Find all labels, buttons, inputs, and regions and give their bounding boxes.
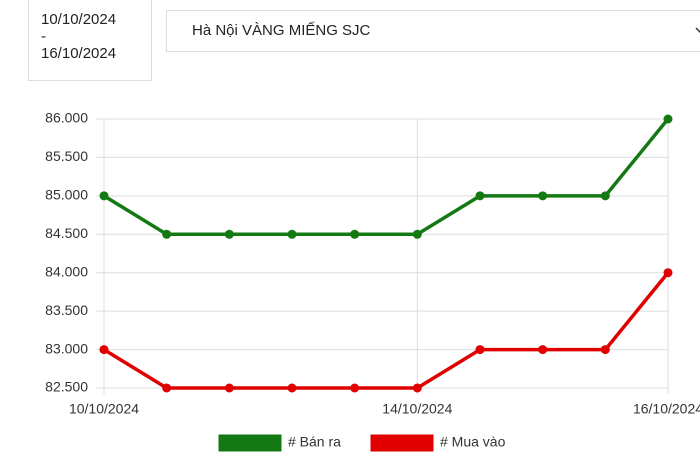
point [475, 191, 485, 201]
date-from: 10/10/2024 [41, 11, 117, 28]
legend-swatch [217, 433, 283, 453]
point [350, 383, 360, 393]
series-line [103, 117, 670, 237]
point [224, 383, 234, 393]
point [224, 229, 234, 239]
y-tick-label: 84.500 [45, 225, 88, 241]
location-select[interactable]: Hà Nội VÀNG MIẾNG SJC [166, 10, 700, 52]
point [412, 383, 422, 393]
legend-label: # Mua vào [440, 434, 506, 450]
date-separator: - [41, 28, 46, 45]
x-tick-label: 16/10/2024 [633, 401, 700, 417]
x-tick-label: 14/10/2024 [382, 401, 452, 417]
select-label: Hà Nội VÀNG MIẾNG SJC [192, 22, 371, 39]
y-tick-label: 84.000 [45, 263, 88, 279]
point [99, 191, 109, 201]
point [287, 229, 297, 239]
date-to: 16/10/2024 [41, 45, 117, 62]
point [600, 191, 610, 201]
point [538, 191, 548, 201]
legend-swatch [369, 433, 435, 453]
point [475, 345, 485, 355]
point [99, 345, 109, 355]
series-line [103, 271, 670, 390]
y-tick-label: 85.500 [45, 148, 88, 164]
point [162, 383, 172, 393]
point [600, 345, 610, 355]
chevron [695, 27, 700, 34]
point [663, 114, 673, 124]
y-tick-label: 83.000 [45, 340, 88, 356]
y-tick-label: 83.500 [45, 302, 88, 318]
point [538, 345, 548, 355]
point [350, 229, 360, 239]
point [663, 268, 673, 278]
y-tick-label: 86.000 [45, 110, 88, 126]
point [287, 383, 297, 393]
point [412, 229, 422, 239]
point [162, 229, 172, 239]
date-range[interactable]: 10/10/2024 - 16/10/2024 [28, 0, 152, 81]
y-tick-label: 85.000 [45, 187, 88, 203]
x-tick-label: 10/10/2024 [69, 401, 139, 417]
legend-label: # Bán ra [288, 434, 341, 450]
y-tick-label: 82.500 [45, 379, 88, 395]
